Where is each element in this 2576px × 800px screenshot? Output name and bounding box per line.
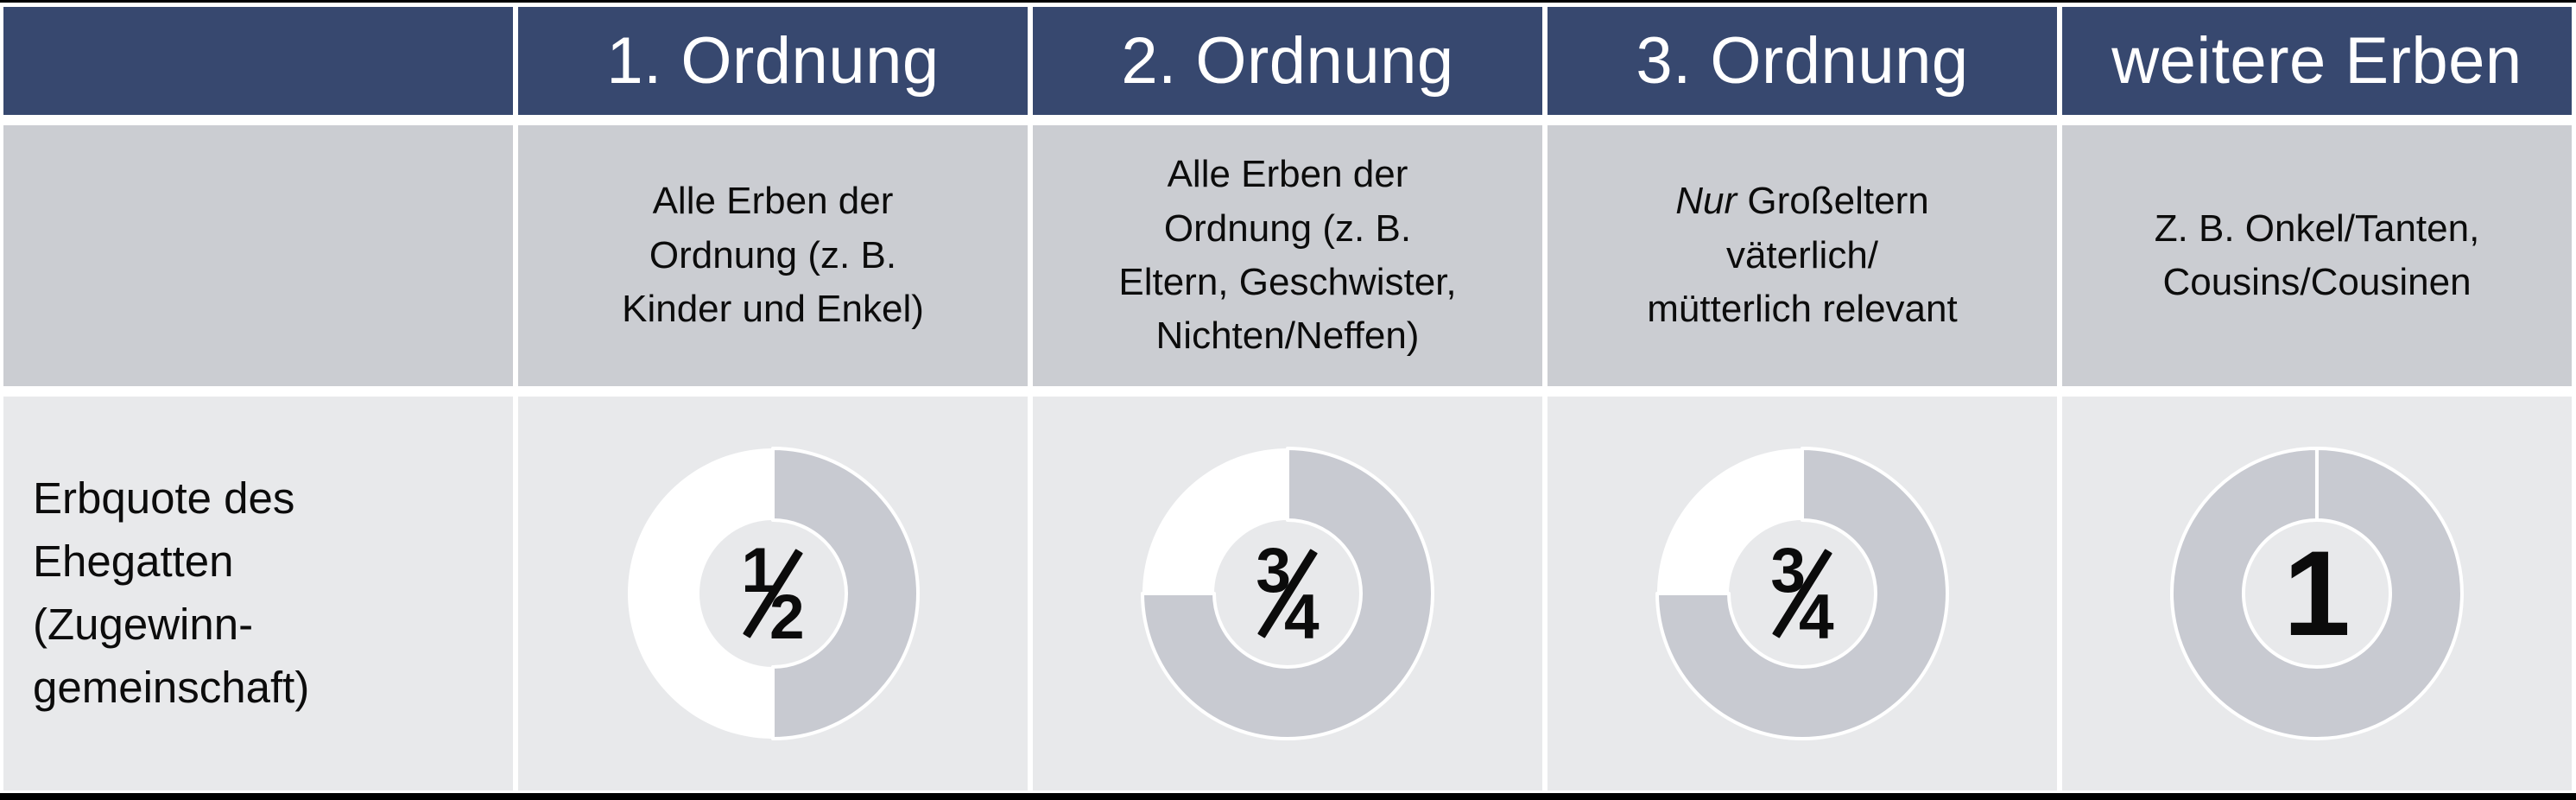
- fraction-denominator: 4: [1799, 581, 1834, 652]
- donut-chart-4: 1: [2170, 447, 2464, 740]
- donut-chart-svg: [1655, 447, 1949, 740]
- header-label: 3. Ordnung: [1636, 24, 1969, 98]
- fraction-denominator: 4: [1284, 581, 1320, 652]
- description-cell-empty: [3, 125, 513, 386]
- description-rest: Großeltern väterlich/ mütterlich relevan…: [1647, 180, 1958, 331]
- quota-whole-number: 1: [2283, 525, 2351, 661]
- donut-chart-svg: [2170, 447, 2464, 740]
- header-cell-4: weitere Erben: [2062, 7, 2572, 115]
- quota-cell-4: 1: [2062, 397, 2572, 790]
- header-cell-empty: [3, 7, 513, 115]
- header-cell-1: 1. Ordnung: [518, 7, 1028, 115]
- inheritance-quota-table: 1. Ordnung 2. Ordnung 3. Ordnung weitere Er…: [3, 7, 2572, 790]
- row-label-cell: Erbquote des Ehegatten (Zugewinn- gemein…: [3, 397, 513, 790]
- description-italic-word: Nur: [1675, 180, 1737, 223]
- bottom-border-line: [0, 793, 2576, 800]
- donut-chart-svg: [628, 447, 920, 740]
- quota-label: 1: [2170, 447, 2464, 740]
- description-cell-1: Alle Erben der Ordnung (z. B. Kinder und…: [518, 125, 1028, 386]
- description-cell-2: Alle Erben der Ordnung (z. B. Eltern, Ge…: [1033, 125, 1542, 386]
- description-text: Alle Erben der Ordnung (z. B. Eltern, Ge…: [1118, 153, 1457, 358]
- description-text: Alle Erben der Ordnung (z. B. Kinder und…: [622, 180, 924, 331]
- header-label: 2. Ordnung: [1121, 24, 1454, 98]
- header-cell-2: 2. Ordnung: [1033, 7, 1542, 115]
- header-label: 1. Ordnung: [606, 24, 940, 98]
- row-label: Erbquote des Ehegatten (Zugewinn- gemein…: [33, 473, 310, 712]
- header-cell-3: 3. Ordnung: [1547, 7, 2057, 115]
- description-text: Nur Großeltern väterlich/ mütterlich rel…: [1647, 175, 1957, 336]
- description-cell-4: Z. B. Onkel/Tanten, Cousins/Cousinen: [2062, 125, 2572, 386]
- description-text: Z. B. Onkel/Tanten, Cousins/Cousinen: [2154, 206, 2480, 303]
- top-border-line: [0, 0, 2576, 3]
- description-cell-3: Nur Großeltern väterlich/ mütterlich rel…: [1547, 125, 2057, 386]
- donut-chart-svg: [1141, 447, 1434, 740]
- header-label: weitere Erben: [2111, 24, 2522, 98]
- fraction-denominator: 2: [769, 581, 805, 652]
